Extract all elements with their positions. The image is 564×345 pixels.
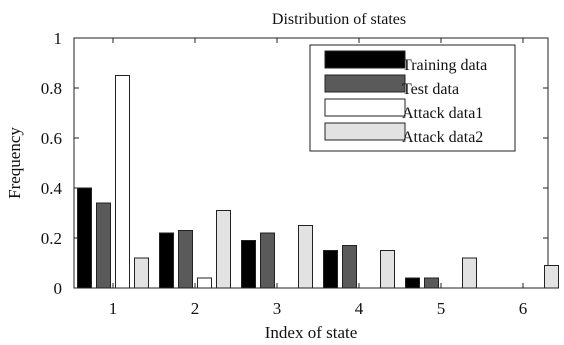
bar-attack-data2-state-4	[380, 250, 395, 289]
bar-test-data-state-1	[96, 202, 111, 289]
y-axis-label: Frequency	[5, 127, 24, 199]
bar-test-data-state-2	[178, 230, 193, 289]
legend-label: Training data	[402, 57, 487, 74]
bar-training-data-state-3	[241, 240, 256, 289]
y-tick-label: 0.6	[41, 129, 62, 148]
bar-attack-data2-state-2	[216, 210, 231, 289]
y-tick-label: 0.2	[41, 229, 62, 248]
x-tick-label: 4	[355, 299, 364, 318]
bars	[77, 75, 559, 289]
y-tick-label: 0.8	[41, 79, 62, 98]
x-axis-ticks: 1 2 3 4 5 6	[109, 38, 528, 318]
bar-attack-data2-state-3	[298, 225, 313, 289]
x-axis-label: Index of state	[265, 323, 358, 342]
bar-training-data-state-1	[77, 187, 92, 289]
bar-test-data-state-4	[342, 245, 357, 289]
legend-label: Test data	[402, 81, 459, 98]
legend-label: Attack data1	[402, 105, 483, 122]
bar-training-data-state-2	[159, 232, 174, 289]
y-axis-ticks: 0 0.2 0.4 0.6 0.8 1	[41, 29, 548, 298]
bar-attack-data2-state-6	[544, 265, 559, 289]
y-tick-label: 1	[54, 29, 63, 48]
bar-attack-data1-state-1	[115, 75, 130, 289]
legend-swatch	[324, 74, 406, 93]
bar-training-data-state-4	[323, 250, 338, 289]
bar-test-data-state-5	[424, 277, 439, 289]
x-tick-label: 5	[437, 299, 446, 318]
bar-training-data-state-5	[405, 277, 420, 289]
x-tick-label: 6	[519, 299, 528, 318]
bar-test-data-state-3	[260, 232, 275, 289]
x-tick-label: 2	[191, 299, 200, 318]
bar-attack-data2-state-5	[462, 257, 477, 289]
bar-attack-data2-state-1	[134, 257, 149, 289]
legend: Training data Test data Attack data1 Attack…	[309, 44, 516, 152]
legend-label: Attack data2	[402, 129, 483, 146]
x-tick-label: 1	[109, 299, 118, 318]
y-tick-label: 0.4	[41, 179, 63, 198]
legend-swatch	[324, 50, 406, 69]
x-tick-label: 3	[273, 299, 282, 318]
legend-swatch	[324, 98, 406, 117]
chart-title: Distribution of states	[272, 11, 406, 28]
bar-attack-data1-state-2	[197, 277, 212, 289]
legend-swatch	[324, 122, 406, 141]
y-tick-label: 0	[54, 279, 63, 298]
